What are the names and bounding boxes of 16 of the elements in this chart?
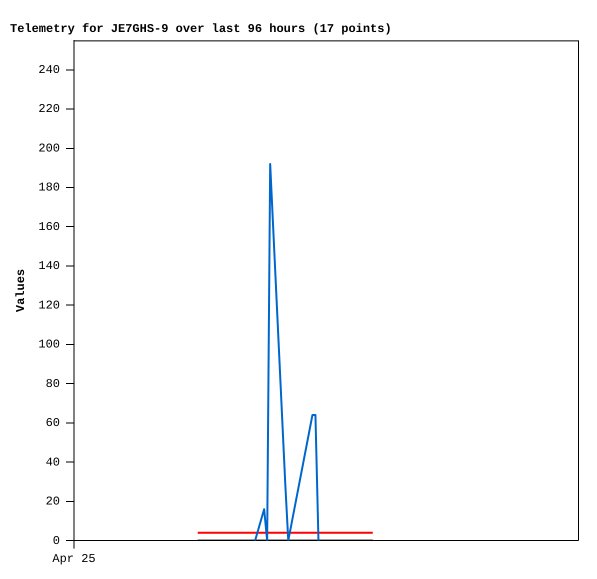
y-tick-label: 160 <box>38 220 60 234</box>
x-tick-label: Apr 25 <box>52 552 96 566</box>
y-tick-label: 240 <box>38 62 60 77</box>
y-tick-label: 200 <box>38 141 60 156</box>
y-axis-title: Values <box>14 268 28 312</box>
y-tick-label: 20 <box>46 494 60 509</box>
y-tick-label: 0 <box>52 534 60 548</box>
y-tick-label: 140 <box>38 259 60 274</box>
y-tick-label: 120 <box>38 298 60 312</box>
y-tick-label: 180 <box>38 180 60 195</box>
y-tick-label: 60 <box>46 416 60 430</box>
y-tick-label: 220 <box>38 102 60 116</box>
y-tick-label: 40 <box>46 455 60 470</box>
chart-title: Telemetry for JE7GHS-9 over last 96 hours (17 points) <box>10 22 392 36</box>
y-tick-label: 100 <box>38 338 60 352</box>
y-tick-label: 80 <box>46 376 60 391</box>
